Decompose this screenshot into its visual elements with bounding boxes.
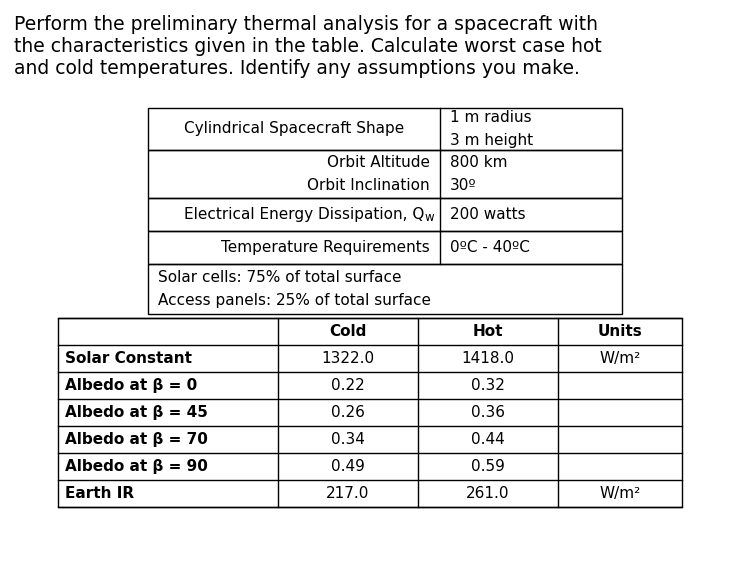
Text: Perform the preliminary thermal analysis for a spacecraft with: Perform the preliminary thermal analysis… bbox=[14, 15, 598, 34]
Text: Albedo at β = 70: Albedo at β = 70 bbox=[65, 432, 208, 447]
Text: 0ºC - 40ºC: 0ºC - 40ºC bbox=[450, 240, 530, 255]
Text: 1 m radius
3 m height: 1 m radius 3 m height bbox=[450, 110, 533, 148]
Text: 0.32: 0.32 bbox=[471, 378, 505, 393]
Text: 0.36: 0.36 bbox=[471, 405, 505, 420]
Text: Solar Constant: Solar Constant bbox=[65, 351, 192, 366]
Text: 0.49: 0.49 bbox=[331, 459, 365, 474]
Text: Hot: Hot bbox=[473, 324, 504, 339]
Text: 0.26: 0.26 bbox=[331, 405, 365, 420]
Text: 0.22: 0.22 bbox=[331, 378, 365, 393]
Text: 0.44: 0.44 bbox=[471, 432, 505, 447]
Text: 200 watts: 200 watts bbox=[450, 207, 526, 222]
Text: Orbit Altitude
Orbit Inclination: Orbit Altitude Orbit Inclination bbox=[308, 155, 430, 193]
Text: Units: Units bbox=[597, 324, 642, 339]
Text: 800 km
30º: 800 km 30º bbox=[450, 155, 507, 193]
Text: Albedo at β = 45: Albedo at β = 45 bbox=[65, 405, 208, 420]
Text: 1322.0: 1322.0 bbox=[321, 351, 374, 366]
Text: w: w bbox=[425, 211, 435, 224]
Text: 217.0: 217.0 bbox=[327, 486, 370, 501]
Text: 261.0: 261.0 bbox=[466, 486, 509, 501]
Text: Electrical Energy Dissipation, Q: Electrical Energy Dissipation, Q bbox=[184, 207, 424, 222]
Text: and cold temperatures. Identify any assumptions you make.: and cold temperatures. Identify any assu… bbox=[14, 59, 580, 78]
Text: Cold: Cold bbox=[330, 324, 367, 339]
Text: Cylindrical Spacecraft Shape: Cylindrical Spacecraft Shape bbox=[184, 122, 404, 136]
Text: Albedo at β = 90: Albedo at β = 90 bbox=[65, 459, 208, 474]
Text: Solar cells: 75% of total surface
Access panels: 25% of total surface: Solar cells: 75% of total surface Access… bbox=[158, 270, 431, 307]
Text: 0.34: 0.34 bbox=[331, 432, 365, 447]
Text: Albedo at β = 0: Albedo at β = 0 bbox=[65, 378, 197, 393]
Text: 0.59: 0.59 bbox=[471, 459, 505, 474]
Text: Temperature Requirements: Temperature Requirements bbox=[221, 240, 430, 255]
Text: W/m²: W/m² bbox=[600, 351, 641, 366]
Text: 1418.0: 1418.0 bbox=[462, 351, 515, 366]
Text: W/m²: W/m² bbox=[600, 486, 641, 501]
Text: the characteristics given in the table. Calculate worst case hot: the characteristics given in the table. … bbox=[14, 37, 602, 56]
Text: Earth IR: Earth IR bbox=[65, 486, 134, 501]
